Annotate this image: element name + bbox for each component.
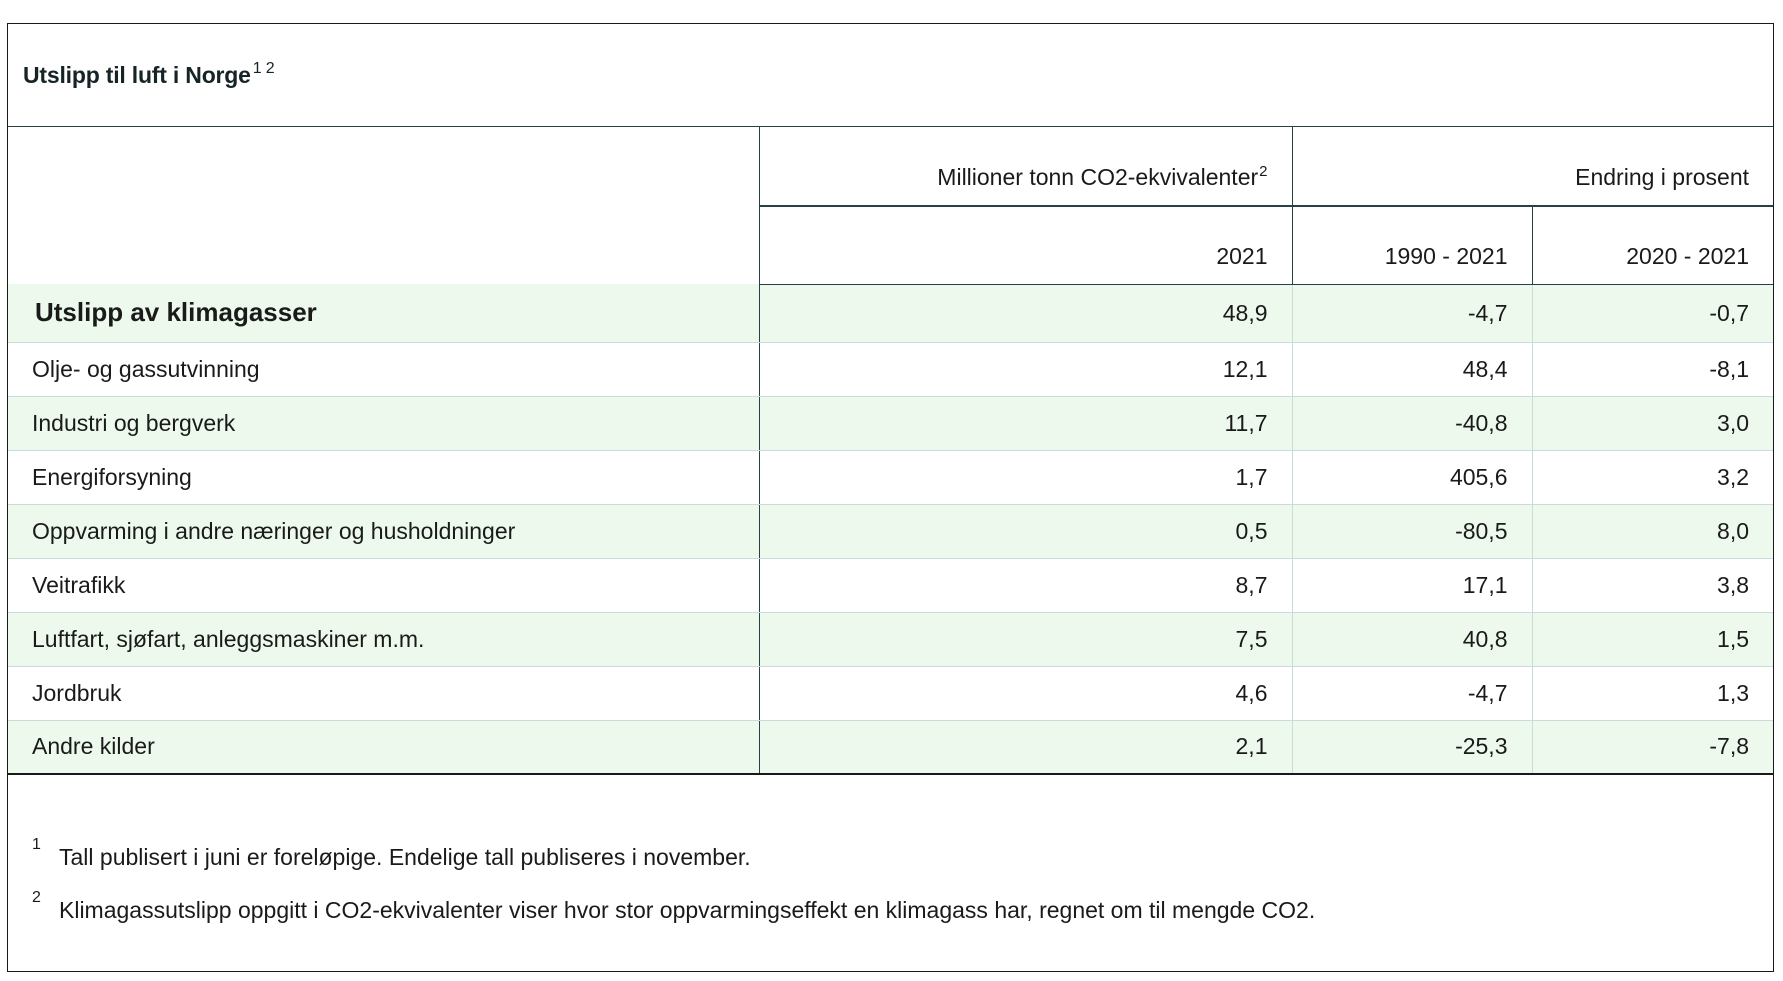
- header-group-change: Endring i prosent: [1292, 127, 1774, 207]
- cell-change-2020-2021: -7,8: [1532, 720, 1774, 775]
- cell-change-1990-2021: -80,5: [1292, 504, 1533, 559]
- cell-change-1990-2021: -4,7: [1292, 666, 1533, 721]
- header-row-groups: Millioner tonn CO2-ekvivalenter2 Endring…: [8, 127, 1774, 284]
- table-row: Oppvarming i andre næringer og husholdni…: [8, 504, 1774, 559]
- header-col-1990-2021: 1990 - 2021: [1292, 206, 1533, 285]
- cell-change-1990-2021: -25,3: [1292, 720, 1533, 775]
- table-row: Luftfart, sjøfart, anleggsmaskiner m.m. …: [8, 612, 1774, 667]
- table-row: Olje- og gassutvinning 12,1 48,4 -8,1: [8, 342, 1774, 397]
- cell-value-2021: 1,7: [759, 450, 1293, 505]
- table-row: Jordbruk 4,6 -4,7 1,3: [8, 666, 1774, 721]
- header-group-co2: Millioner tonn CO2-ekvivalenter2: [759, 127, 1293, 207]
- cell-change-2020-2021: 1,3: [1532, 666, 1774, 721]
- header-group-co2-label: Millioner tonn CO2-ekvivalenter: [937, 164, 1259, 190]
- header-group-co2-footnote-ref[interactable]: 2: [1259, 163, 1268, 180]
- cell-change-1990-2021: -40,8: [1292, 396, 1533, 451]
- cell-value-2021: 8,7: [759, 558, 1293, 613]
- footnote-2: 2 Klimagassutslipp oppgitt i CO2-ekvival…: [8, 889, 1773, 950]
- cell-change-1990-2021: 48,4: [1292, 342, 1533, 397]
- cell-change-2020-2021: -8,1: [1532, 342, 1774, 397]
- header-col-2021: 2021: [759, 206, 1293, 285]
- row-label: Andre kilder: [8, 720, 760, 775]
- row-label: Jordbruk: [8, 666, 760, 721]
- cell-value-2021: 12,1: [759, 342, 1293, 397]
- row-label: Luftfart, sjøfart, anleggsmaskiner m.m.: [8, 612, 760, 667]
- statistics-table-container: Utslipp til luft i Norge 1 2 Millioner to…: [7, 23, 1774, 972]
- emissions-table: Millioner tonn CO2-ekvivalenter2 Endring…: [8, 127, 1774, 775]
- cell-value-2021: 48,9: [759, 284, 1293, 343]
- row-label: Industri og bergverk: [8, 396, 760, 451]
- row-label: Veitrafikk: [8, 558, 760, 613]
- row-label: Olje- og gassutvinning: [8, 342, 760, 397]
- table-title: Utslipp til luft i Norge 1 2: [23, 60, 275, 89]
- cell-value-2021: 0,5: [759, 504, 1293, 559]
- footnotes: 1 Tall publisert i juni er foreløpige. E…: [8, 836, 1773, 950]
- row-label: Energiforsyning: [8, 450, 760, 505]
- cell-change-1990-2021: 405,6: [1292, 450, 1533, 505]
- cell-change-2020-2021: 3,2: [1532, 450, 1774, 505]
- cell-change-2020-2021: -0,7: [1532, 284, 1774, 343]
- footnote-1: 1 Tall publisert i juni er foreløpige. E…: [8, 836, 1773, 897]
- cell-change-2020-2021: 3,0: [1532, 396, 1774, 451]
- cell-change-1990-2021: 40,8: [1292, 612, 1533, 667]
- cell-change-2020-2021: 1,5: [1532, 612, 1774, 667]
- header-col-2020-2021: 2020 - 2021: [1532, 206, 1774, 285]
- cell-change-1990-2021: 17,1: [1292, 558, 1533, 613]
- cell-change-1990-2021: -4,7: [1292, 284, 1533, 343]
- footnote-number: 1: [32, 836, 41, 853]
- cell-change-2020-2021: 3,8: [1532, 558, 1774, 613]
- footnote-text: Tall publisert i juni er foreløpige. End…: [59, 844, 751, 870]
- table-row: Industri og bergverk 11,7 -40,8 3,0: [8, 396, 1774, 451]
- table-title-text: Utslipp til luft i Norge: [23, 62, 251, 88]
- footnote-text: Klimagassutslipp oppgitt i CO2-ekvivalen…: [59, 897, 1316, 923]
- header-row-years: 2021 1990 - 2021 2020 - 2021: [8, 206, 1774, 285]
- cell-value-2021: 2,1: [759, 720, 1293, 775]
- row-label: Oppvarming i andre næringer og husholdni…: [8, 504, 760, 559]
- table-row-total: Utslipp av klimagasser 48,9 -4,7 -0,7: [8, 284, 1774, 343]
- row-label: Utslipp av klimagasser: [8, 284, 760, 343]
- table-row: Energiforsyning 1,7 405,6 3,2: [8, 450, 1774, 505]
- cell-value-2021: 11,7: [759, 396, 1293, 451]
- table-row: Andre kilder 2,1 -25,3 -7,8: [8, 720, 1774, 775]
- footnote-number: 2: [32, 889, 41, 906]
- table-row: Veitrafikk 8,7 17,1 3,8: [8, 558, 1774, 613]
- table-title-footnote-refs[interactable]: 1 2: [252, 60, 275, 77]
- table-caption: Utslipp til luft i Norge 1 2: [8, 24, 1773, 127]
- header-stub: [8, 127, 760, 284]
- cell-value-2021: 7,5: [759, 612, 1293, 667]
- cell-change-2020-2021: 8,0: [1532, 504, 1774, 559]
- cell-value-2021: 4,6: [759, 666, 1293, 721]
